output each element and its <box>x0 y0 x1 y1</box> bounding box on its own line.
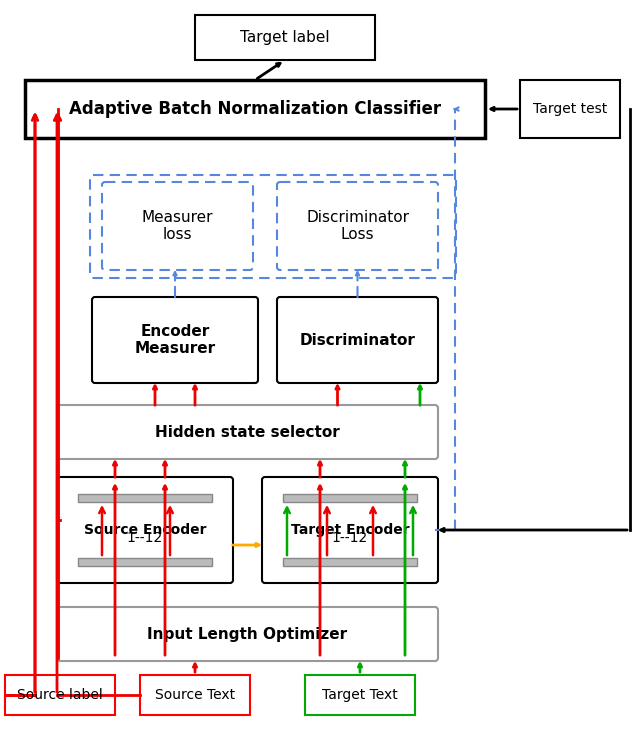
Text: Target test: Target test <box>533 102 607 116</box>
FancyBboxPatch shape <box>305 675 415 715</box>
Text: 1--12: 1--12 <box>332 531 368 545</box>
Text: Adaptive Batch Normalization Classifier: Adaptive Batch Normalization Classifier <box>69 100 441 118</box>
FancyBboxPatch shape <box>25 80 485 138</box>
FancyBboxPatch shape <box>57 477 233 583</box>
FancyBboxPatch shape <box>277 182 438 270</box>
Bar <box>283 558 417 566</box>
Bar <box>78 494 212 502</box>
FancyBboxPatch shape <box>5 675 115 715</box>
Text: Discriminator
Loss: Discriminator Loss <box>306 210 409 242</box>
FancyBboxPatch shape <box>195 15 375 60</box>
Bar <box>283 494 417 502</box>
Bar <box>78 558 212 566</box>
Text: Discriminator: Discriminator <box>300 332 415 348</box>
Text: Hidden state selector: Hidden state selector <box>155 424 340 440</box>
FancyBboxPatch shape <box>520 80 620 138</box>
Text: 1--12: 1--12 <box>127 531 163 545</box>
Text: Source Encoder: Source Encoder <box>84 523 206 537</box>
FancyBboxPatch shape <box>57 405 438 459</box>
FancyBboxPatch shape <box>277 297 438 383</box>
FancyBboxPatch shape <box>102 182 253 270</box>
Text: Source label: Source label <box>17 688 103 702</box>
Text: Target Encoder: Target Encoder <box>291 523 410 537</box>
FancyBboxPatch shape <box>262 477 438 583</box>
Text: Measurer
loss: Measurer loss <box>141 210 213 242</box>
Text: Target label: Target label <box>240 30 330 45</box>
Text: Input Length Optimizer: Input Length Optimizer <box>147 626 348 642</box>
Text: Target Text: Target Text <box>322 688 398 702</box>
FancyBboxPatch shape <box>140 675 250 715</box>
Text: Source Text: Source Text <box>155 688 235 702</box>
FancyBboxPatch shape <box>57 607 438 661</box>
Text: Encoder
Measurer: Encoder Measurer <box>134 324 216 356</box>
FancyBboxPatch shape <box>92 297 258 383</box>
